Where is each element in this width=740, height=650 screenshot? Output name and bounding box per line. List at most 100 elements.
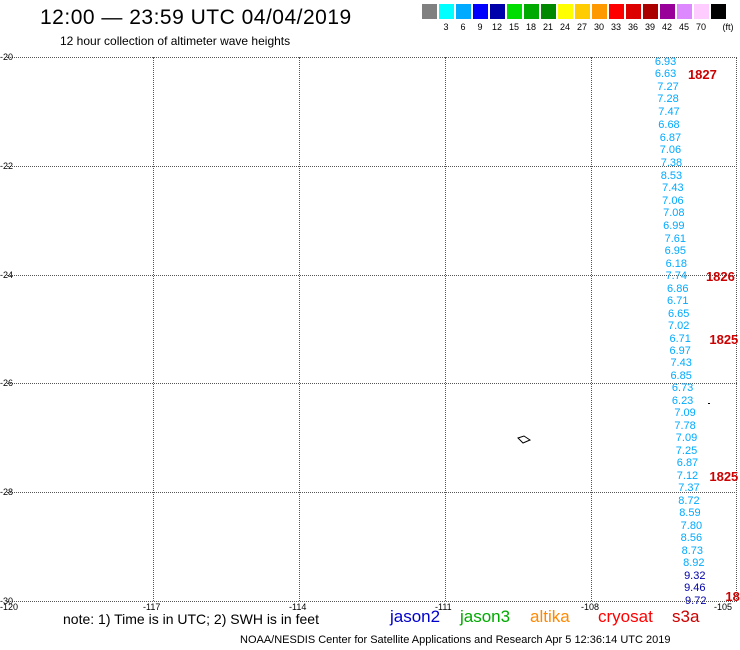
scale-swatch [677,4,692,19]
latitude-label: -26 [0,378,14,389]
scale-swatch [694,4,709,19]
scale-swatch [473,4,488,19]
swh-value: 7.27 [657,80,679,93]
scale-label: 9 [477,22,483,32]
pass-time-label: 1827 [687,67,717,83]
footnote: note: 1) Time is in UTC; 2) SWH is in fe… [63,611,319,627]
satellite-legend-item: altika [530,607,570,626]
swh-value: 6.99 [663,219,685,232]
swh-value: 8.92 [683,557,705,570]
pass-time-label: 1824 [725,588,740,604]
island-dot-icon [708,403,710,404]
map-border-right [736,57,737,601]
scale-label: 6 [460,22,466,32]
latitude-label: -22 [0,160,14,171]
swh-value: 7.09 [674,407,696,420]
swh-value: 7.74 [665,270,687,283]
swh-value: 6.95 [664,245,687,258]
swh-value: 6.85 [670,369,692,382]
swh-value: 6.87 [659,131,682,144]
swh-value: 9.46 [684,582,706,595]
swh-value: 7.61 [664,232,687,245]
scale-swatch [422,4,437,19]
swh-value: 7.02 [668,320,690,333]
swh-value: 9.72 [685,595,707,607]
swh-value: 7.08 [663,207,685,220]
scale-label: 70 [695,22,706,32]
latitude-gridline [7,601,737,602]
latitude-gridline [7,274,737,276]
scale-label: 27 [576,22,587,32]
scale-swatch [524,4,539,19]
swh-value: 7.28 [657,93,679,106]
longitude-label: -108 [581,602,600,612]
scale-label: 24 [559,22,570,32]
swh-value: 6.93 [654,56,677,69]
swh-value: 6.18 [665,257,687,270]
latitude-gridline [7,57,737,58]
scale-label: 36 [627,22,638,32]
swh-value: 8.72 [678,494,700,507]
satellite-legend-item: jason2 [390,607,441,626]
pass-time-label: 1825 [709,468,739,484]
scale-swatch [507,4,522,19]
scale-swatch [558,4,573,19]
longitude-label: -117 [143,602,161,612]
scale-label: 3 [443,22,449,32]
scale-swatch [541,4,556,19]
swh-value: 7.78 [674,419,696,432]
scale-swatch [626,4,641,19]
map-title: 12:00 — 23:59 UTC 04/04/2019 [40,6,352,29]
swh-value: 7.37 [678,482,700,495]
scale-label: 45 [678,22,689,32]
scale-label: 12 [491,22,502,32]
satellite-legend-item: s3a [672,607,700,626]
swh-value: 6.71 [669,332,691,345]
scale-swatch [575,4,590,19]
credit-line: NOAA/NESDIS Center for Satellite Applica… [240,634,671,646]
swh-value: 7.06 [659,144,682,157]
swh-value: 6.65 [668,307,690,320]
scale-label: 21 [542,22,553,32]
swh-value: 7.25 [675,444,698,457]
longitude-label: -120 [0,602,19,612]
scale-label: 15 [508,22,519,32]
scale-label: 30 [593,22,604,32]
swh-value: 7.80 [680,519,703,532]
longitude-label: -114 [289,602,307,612]
swh-value: 6.71 [667,295,689,308]
swh-value: 7.12 [676,469,699,482]
swh-value: 6.86 [667,282,689,295]
swh-value: 6.97 [669,344,691,357]
swh-value: 6.87 [676,457,699,470]
satellite-legend-item: jason3 [460,607,511,626]
map-subtitle: 12 hour collection of altimeter wave hei… [60,34,291,48]
latitude-gridline [7,165,737,167]
scale-swatch [660,4,675,19]
swh-value: 7.09 [675,432,698,445]
pass-time-label: 1826 [705,269,735,285]
scale-swatch [711,4,726,19]
scale-unit-label: (ft) [722,22,734,32]
swh-value: 7.43 [662,182,684,195]
swh-value: 8.59 [679,507,701,520]
swh-value: 6.68 [658,119,680,131]
swh-value: 6.23 [671,394,694,407]
pass-time-label: 1825 [709,331,739,347]
swh-value: 8.53 [660,169,683,182]
scale-label: 42 [661,22,672,32]
scale-label: 39 [644,22,655,32]
longitude-label: -111 [435,602,452,612]
longitude-gridline [153,57,154,601]
longitude-gridline [591,57,592,601]
longitude-gridline [299,57,300,601]
latitude-label: -30 [0,596,14,606]
longitude-gridline [445,57,446,601]
latitude-gridline [7,492,737,494]
scale-label: 33 [610,22,621,32]
swh-value: 7.06 [662,194,684,207]
island-outline-icon [517,435,532,444]
scale-swatch [439,4,454,19]
scale-label: 18 [525,22,536,32]
map-area: 6.93 6.63 7.27 7.28 7.47 6.68 6.87 7.06 7.38 8.53… [7,56,740,607]
